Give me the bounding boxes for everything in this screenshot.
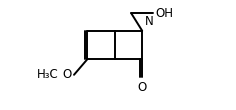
Text: H₃C: H₃C xyxy=(37,68,59,81)
Text: N: N xyxy=(144,15,153,28)
Text: O: O xyxy=(138,81,147,94)
Text: O: O xyxy=(63,68,72,81)
Text: OH: OH xyxy=(155,7,173,20)
